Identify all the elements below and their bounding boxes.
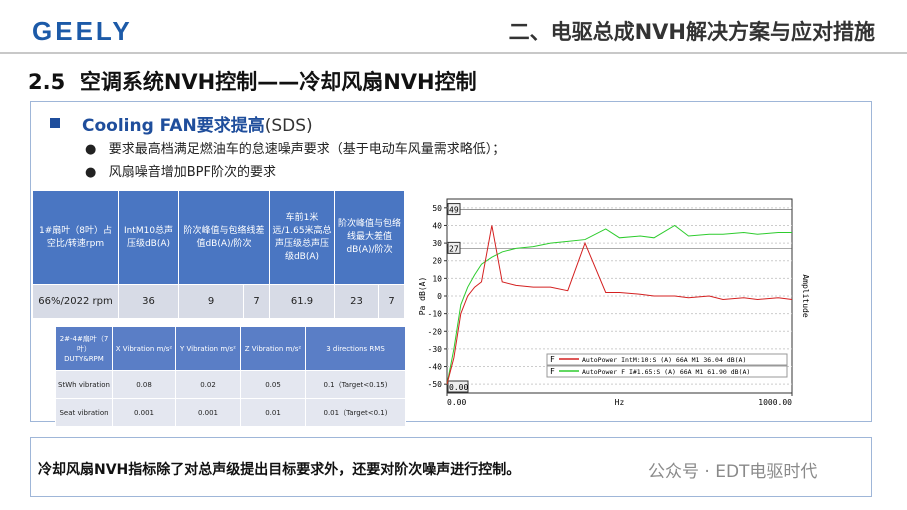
legend-box — [546, 365, 788, 378]
table-cell: 61.9 — [269, 284, 336, 319]
table-cell: Seat vibration — [55, 398, 113, 427]
y-tick-label: -50 — [428, 380, 443, 389]
header-rule — [0, 52, 907, 54]
bullet-text: 要求最高档满足燃油车的怠速噪声要求（基于电动车风量需求略低）； — [108, 142, 506, 157]
table-header: Z Vibration m/s² — [240, 326, 306, 371]
cursor-box — [447, 203, 461, 216]
table-cell: 7 — [242, 284, 271, 319]
y-tick-label: 10 — [432, 274, 442, 283]
table-cell: 0.01（Target<0.1) — [305, 398, 406, 427]
legend-prefix: F — [550, 355, 555, 364]
table-header: 3 directions RMS — [305, 326, 406, 371]
table-cell: 7 — [378, 284, 406, 319]
table-header: 1#扇叶（8叶）占空比/转速rpm — [32, 190, 119, 285]
table-cell: 0.02 — [175, 370, 241, 399]
table-cell: StWh vibration — [55, 370, 113, 399]
table-header: 车前1米远/1.65米高总声压级总声压级dB(A) — [269, 190, 336, 285]
table-cell: 0.001 — [175, 398, 241, 427]
cursor-box — [447, 241, 461, 254]
table-cell: 0.01 — [240, 398, 306, 427]
table-cell: 0.1（Target<0.15) — [305, 370, 406, 399]
table-cell: 9 — [178, 284, 244, 319]
bullet-square — [50, 118, 60, 128]
y2-axis-label: Amplitude — [801, 274, 810, 318]
table2: 2#-4#扇叶（7叶）DUTY&RPM X Vibration m/s² Y V… — [55, 326, 406, 427]
y-tick-label: 0 — [437, 292, 442, 301]
bullet-list: ● 要求最高档满足燃油车的怠速噪声要求（基于电动车风量需求略低）； ● 风扇噪音… — [85, 138, 505, 184]
cursor-label: 49 — [449, 206, 459, 215]
series-line — [446, 225, 793, 385]
table-cell: 0.05 — [240, 370, 306, 399]
table-cell: 36 — [118, 284, 179, 319]
table-header: IntM10总声压级dB(A) — [118, 190, 179, 285]
series-line — [446, 224, 792, 385]
bullet: ● 要求最高档满足燃油车的怠速噪声要求（基于电动车风量需求略低）； — [85, 142, 506, 157]
heading-zh: 要求提高 — [196, 116, 265, 136]
conclusion-box — [30, 437, 872, 497]
y-tick-label: -40 — [428, 363, 443, 372]
table-cell: 23 — [334, 284, 380, 319]
bullet: ● 风扇噪音增加BPF阶次的要求 — [85, 165, 276, 180]
table-cell: 0.08 — [112, 370, 176, 399]
x-tick-label: 0.00 — [447, 398, 466, 407]
y-tick-label: 20 — [432, 257, 442, 266]
table-header: X Vibration m/s² — [112, 326, 176, 371]
y-tick-label: -20 — [428, 327, 443, 336]
y-tick-label: 50 — [432, 204, 442, 213]
table-header: 阶次峰值与包络线最大差值dB(A)/阶次 — [334, 190, 406, 285]
legend-label: AutoPower F I#1.65:S (A) 66A M1 61.90 dB… — [582, 368, 750, 376]
x-axis-label: Hz — [615, 398, 625, 407]
table-header: 2#-4#扇叶（7叶）DUTY&RPM — [55, 326, 113, 371]
watermark: 公众号 · EDT电驱时代 — [648, 462, 818, 482]
header-title: 二、电驱总成NVH解决方案与应对措施 — [508, 20, 875, 44]
x-readout-box — [447, 380, 469, 393]
spectrum-chart: 50 40 30 20 10 0 -10 -20 -30 -40 -50 0.00 1000.00 Hz P… — [415, 185, 810, 407]
legend-label: AutoPower IntM:10:S (A) 66A M1 36.04 dB(… — [582, 356, 746, 364]
panel-heading: Cooling FAN要求提高(SDS) — [82, 111, 313, 136]
logo: GEELY — [32, 16, 133, 46]
x-tick-label: 1000.00 — [758, 398, 792, 407]
bullet-text: 风扇噪音增加BPF阶次的要求 — [108, 165, 276, 180]
conclusion: 冷却风扇NVH指标除了对总声级提出目标要求外，还要对阶次噪声进行控制。 — [38, 462, 521, 478]
table-header: Y Vibration m/s² — [175, 326, 241, 371]
heading-tag: (SDS) — [264, 116, 313, 136]
table-cell: 0.001 — [112, 398, 176, 427]
y-tick-label: -30 — [428, 345, 443, 354]
section-title: 2.5 空调系统NVH控制——冷却风扇NVH控制 — [28, 70, 477, 94]
y-tick-label: 40 — [432, 221, 442, 230]
heading-en: Cooling FAN — [82, 116, 197, 136]
legend-box — [546, 353, 788, 366]
table1: 1#扇叶（8叶）占空比/转速rpm IntM10总声压级dB(A) 阶次峰值与包… — [32, 190, 406, 319]
table-cell: 66%/2022 rpm — [32, 284, 119, 319]
panel — [30, 101, 872, 422]
y-tick-label: 30 — [432, 239, 442, 248]
legend-prefix: F — [550, 367, 555, 376]
y-tick-label: -10 — [428, 310, 443, 319]
table-header: 阶次峰值与包络线差值dB(A)/阶次 — [177, 190, 271, 285]
y-axis-label: Pa dB(A) — [418, 277, 427, 316]
cursor-label: 27 — [449, 244, 459, 253]
x-readout: 0.00 — [449, 383, 468, 392]
